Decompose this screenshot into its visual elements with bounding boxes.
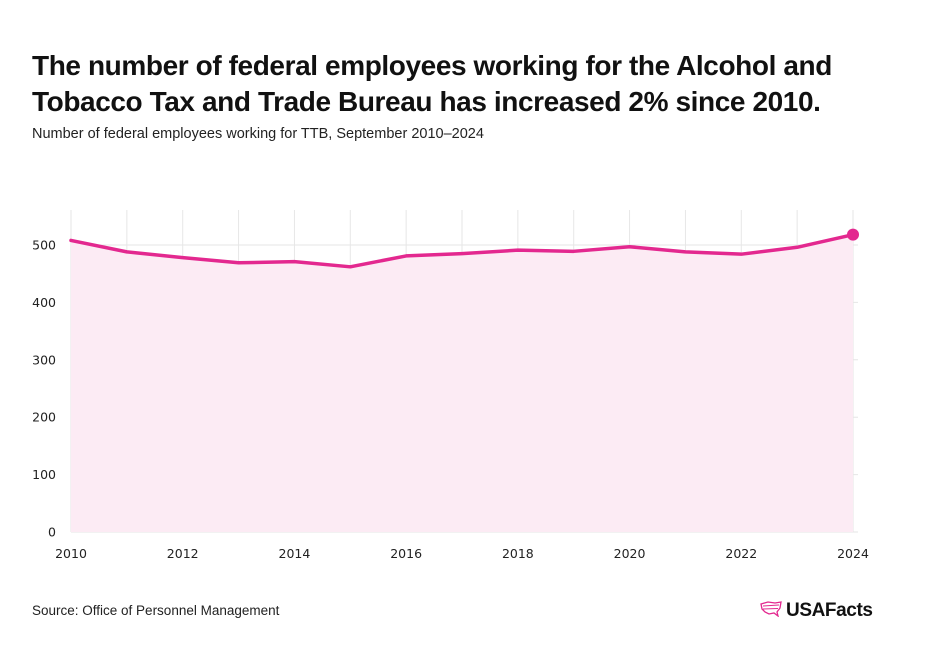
data-point <box>795 245 799 249</box>
source-note: Source: Office of Personnel Management <box>32 603 280 618</box>
brand-logo: USAFacts <box>760 600 873 622</box>
x-tick-label: 2020 <box>614 546 646 561</box>
y-tick-label: 300 <box>32 352 56 367</box>
x-tick-label: 2018 <box>502 546 534 561</box>
x-tick-label: 2012 <box>167 546 199 561</box>
x-tick-label: 2024 <box>837 546 869 561</box>
usa-map-stripes-icon <box>760 600 782 622</box>
y-tick-label: 500 <box>32 238 56 253</box>
x-tick-label: 2010 <box>55 546 87 561</box>
last-data-point <box>847 228 859 241</box>
data-point <box>348 265 352 269</box>
chart-title: The number of federal employees working … <box>32 50 832 117</box>
y-tick-label: 0 <box>48 525 56 540</box>
chart-subtitle: Number of federal employees working for … <box>32 126 484 142</box>
x-tick-label: 2022 <box>725 546 757 561</box>
series-area <box>71 234 853 532</box>
y-tick-label: 100 <box>32 467 56 482</box>
data-point <box>125 250 129 254</box>
y-tick-label: 400 <box>32 295 56 310</box>
y-tick-label: 200 <box>32 410 56 425</box>
data-point <box>739 252 743 256</box>
data-point <box>628 245 632 249</box>
line-chart: 0 100 200 300 400 500 2010 2012 2014 2016 2018 2020… <box>32 210 869 561</box>
data-point <box>683 250 687 254</box>
data-point <box>181 256 185 260</box>
brand-name: USAFacts <box>786 600 873 621</box>
x-tick-label: 2014 <box>279 546 311 561</box>
data-point <box>292 260 296 264</box>
data-point <box>237 261 241 265</box>
data-point <box>460 252 464 256</box>
data-point <box>516 248 520 252</box>
series-line <box>69 232 855 269</box>
x-tick-label: 2016 <box>390 546 422 561</box>
data-point <box>69 238 73 242</box>
data-point <box>404 254 408 258</box>
data-point <box>572 249 576 253</box>
